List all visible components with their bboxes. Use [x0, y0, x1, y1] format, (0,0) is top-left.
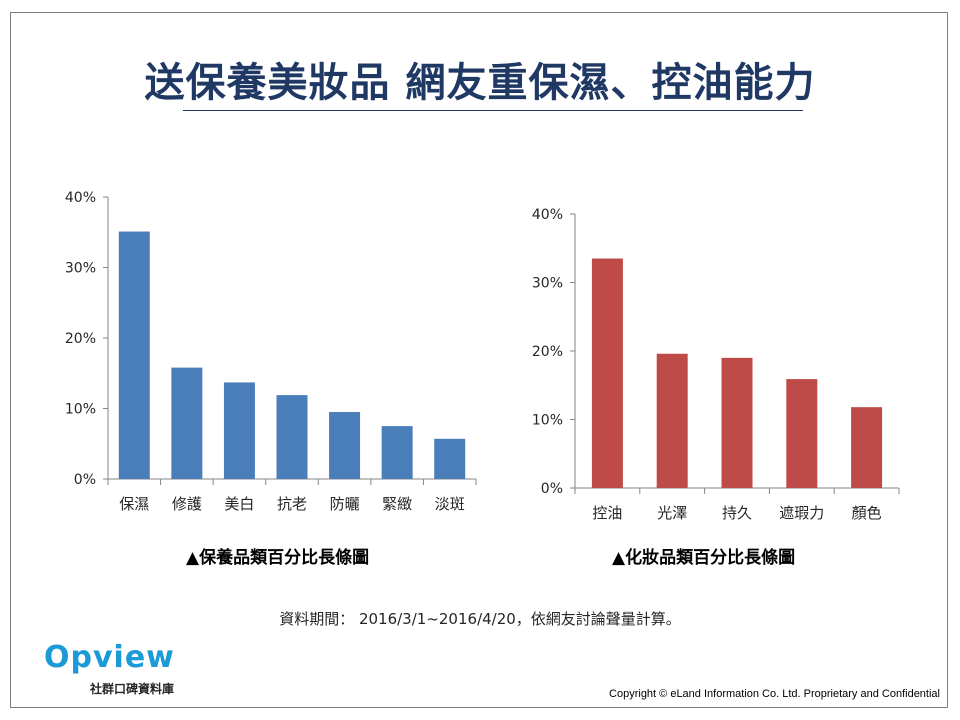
- skincare-bar: [434, 438, 466, 479]
- skincare-bar: [329, 412, 361, 479]
- skincare-category-label: 緊緻: [382, 495, 412, 513]
- makeup-category-label: 持久: [722, 504, 752, 522]
- makeup-category-label: 顏色: [852, 504, 882, 522]
- makeup-y-tick-label: 20%: [532, 344, 563, 360]
- skincare-y-tick-label: 30%: [65, 261, 96, 277]
- makeup-bar: [721, 357, 753, 488]
- charts-canvas: 0% 10% 20% 30% 40% 保濕 修護 美白 抗老 防曬 緊緻 淡斑 0% 10% 20% 30% 4…: [65, 190, 900, 522]
- page-title: 送保養美妝品 網友重保濕、控油能力: [144, 60, 816, 106]
- makeup-category-label: 控油: [592, 504, 622, 522]
- skincare-bar: [118, 231, 150, 479]
- makeup-category-label: 光澤: [657, 504, 687, 522]
- opview-logo: Opview 社群口碑資料庫: [44, 640, 214, 700]
- skincare-category-label: 防曬: [330, 495, 360, 513]
- makeup-y-tick-label: 30%: [532, 276, 563, 292]
- skincare-y-tick-label: 20%: [65, 331, 96, 347]
- skincare-category-label: 淡斑: [435, 495, 465, 513]
- skincare-category-label: 美白: [224, 495, 254, 513]
- makeup-chart-caption: ▲化妝品類百分比長條圖: [612, 548, 796, 568]
- makeup-bar: [591, 258, 623, 488]
- makeup-bar: [786, 379, 818, 488]
- makeup-bar: [656, 353, 688, 488]
- makeup-y-tick-label: 0%: [541, 481, 563, 497]
- skincare-y-tick-label: 0%: [74, 472, 96, 488]
- slide-frame: [10, 12, 948, 708]
- skincare-category-label: 修護: [172, 495, 202, 513]
- makeup-y-tick-label: 10%: [532, 413, 563, 429]
- data-period-note: 資料期間： 2016/3/1~2016/4/20，依網友討論聲量計算。: [279, 610, 681, 628]
- skincare-bar: [171, 367, 203, 479]
- makeup-bar: [851, 407, 883, 488]
- skincare-bar: [276, 395, 308, 479]
- makeup-category-label: 遮瑕力: [779, 504, 824, 522]
- skincare-category-label: 保濕: [119, 495, 149, 513]
- logo-wordmark: Opview: [44, 640, 175, 675]
- skincare-category-label: 抗老: [277, 495, 307, 513]
- skincare-y-tick-label: 10%: [65, 402, 96, 418]
- skincare-bar: [381, 426, 413, 479]
- makeup-y-tick-label: 40%: [532, 207, 563, 223]
- copyright-notice: Copyright © eLand Information Co. Ltd. P…: [609, 688, 940, 700]
- skincare-bar: [223, 382, 255, 479]
- title-underline: [183, 110, 803, 111]
- skincare-chart-caption: ▲保養品類百分比長條圖: [186, 548, 370, 568]
- skincare-y-tick-label: 40%: [65, 190, 96, 206]
- logo-subtitle: 社群口碑資料庫: [90, 682, 175, 696]
